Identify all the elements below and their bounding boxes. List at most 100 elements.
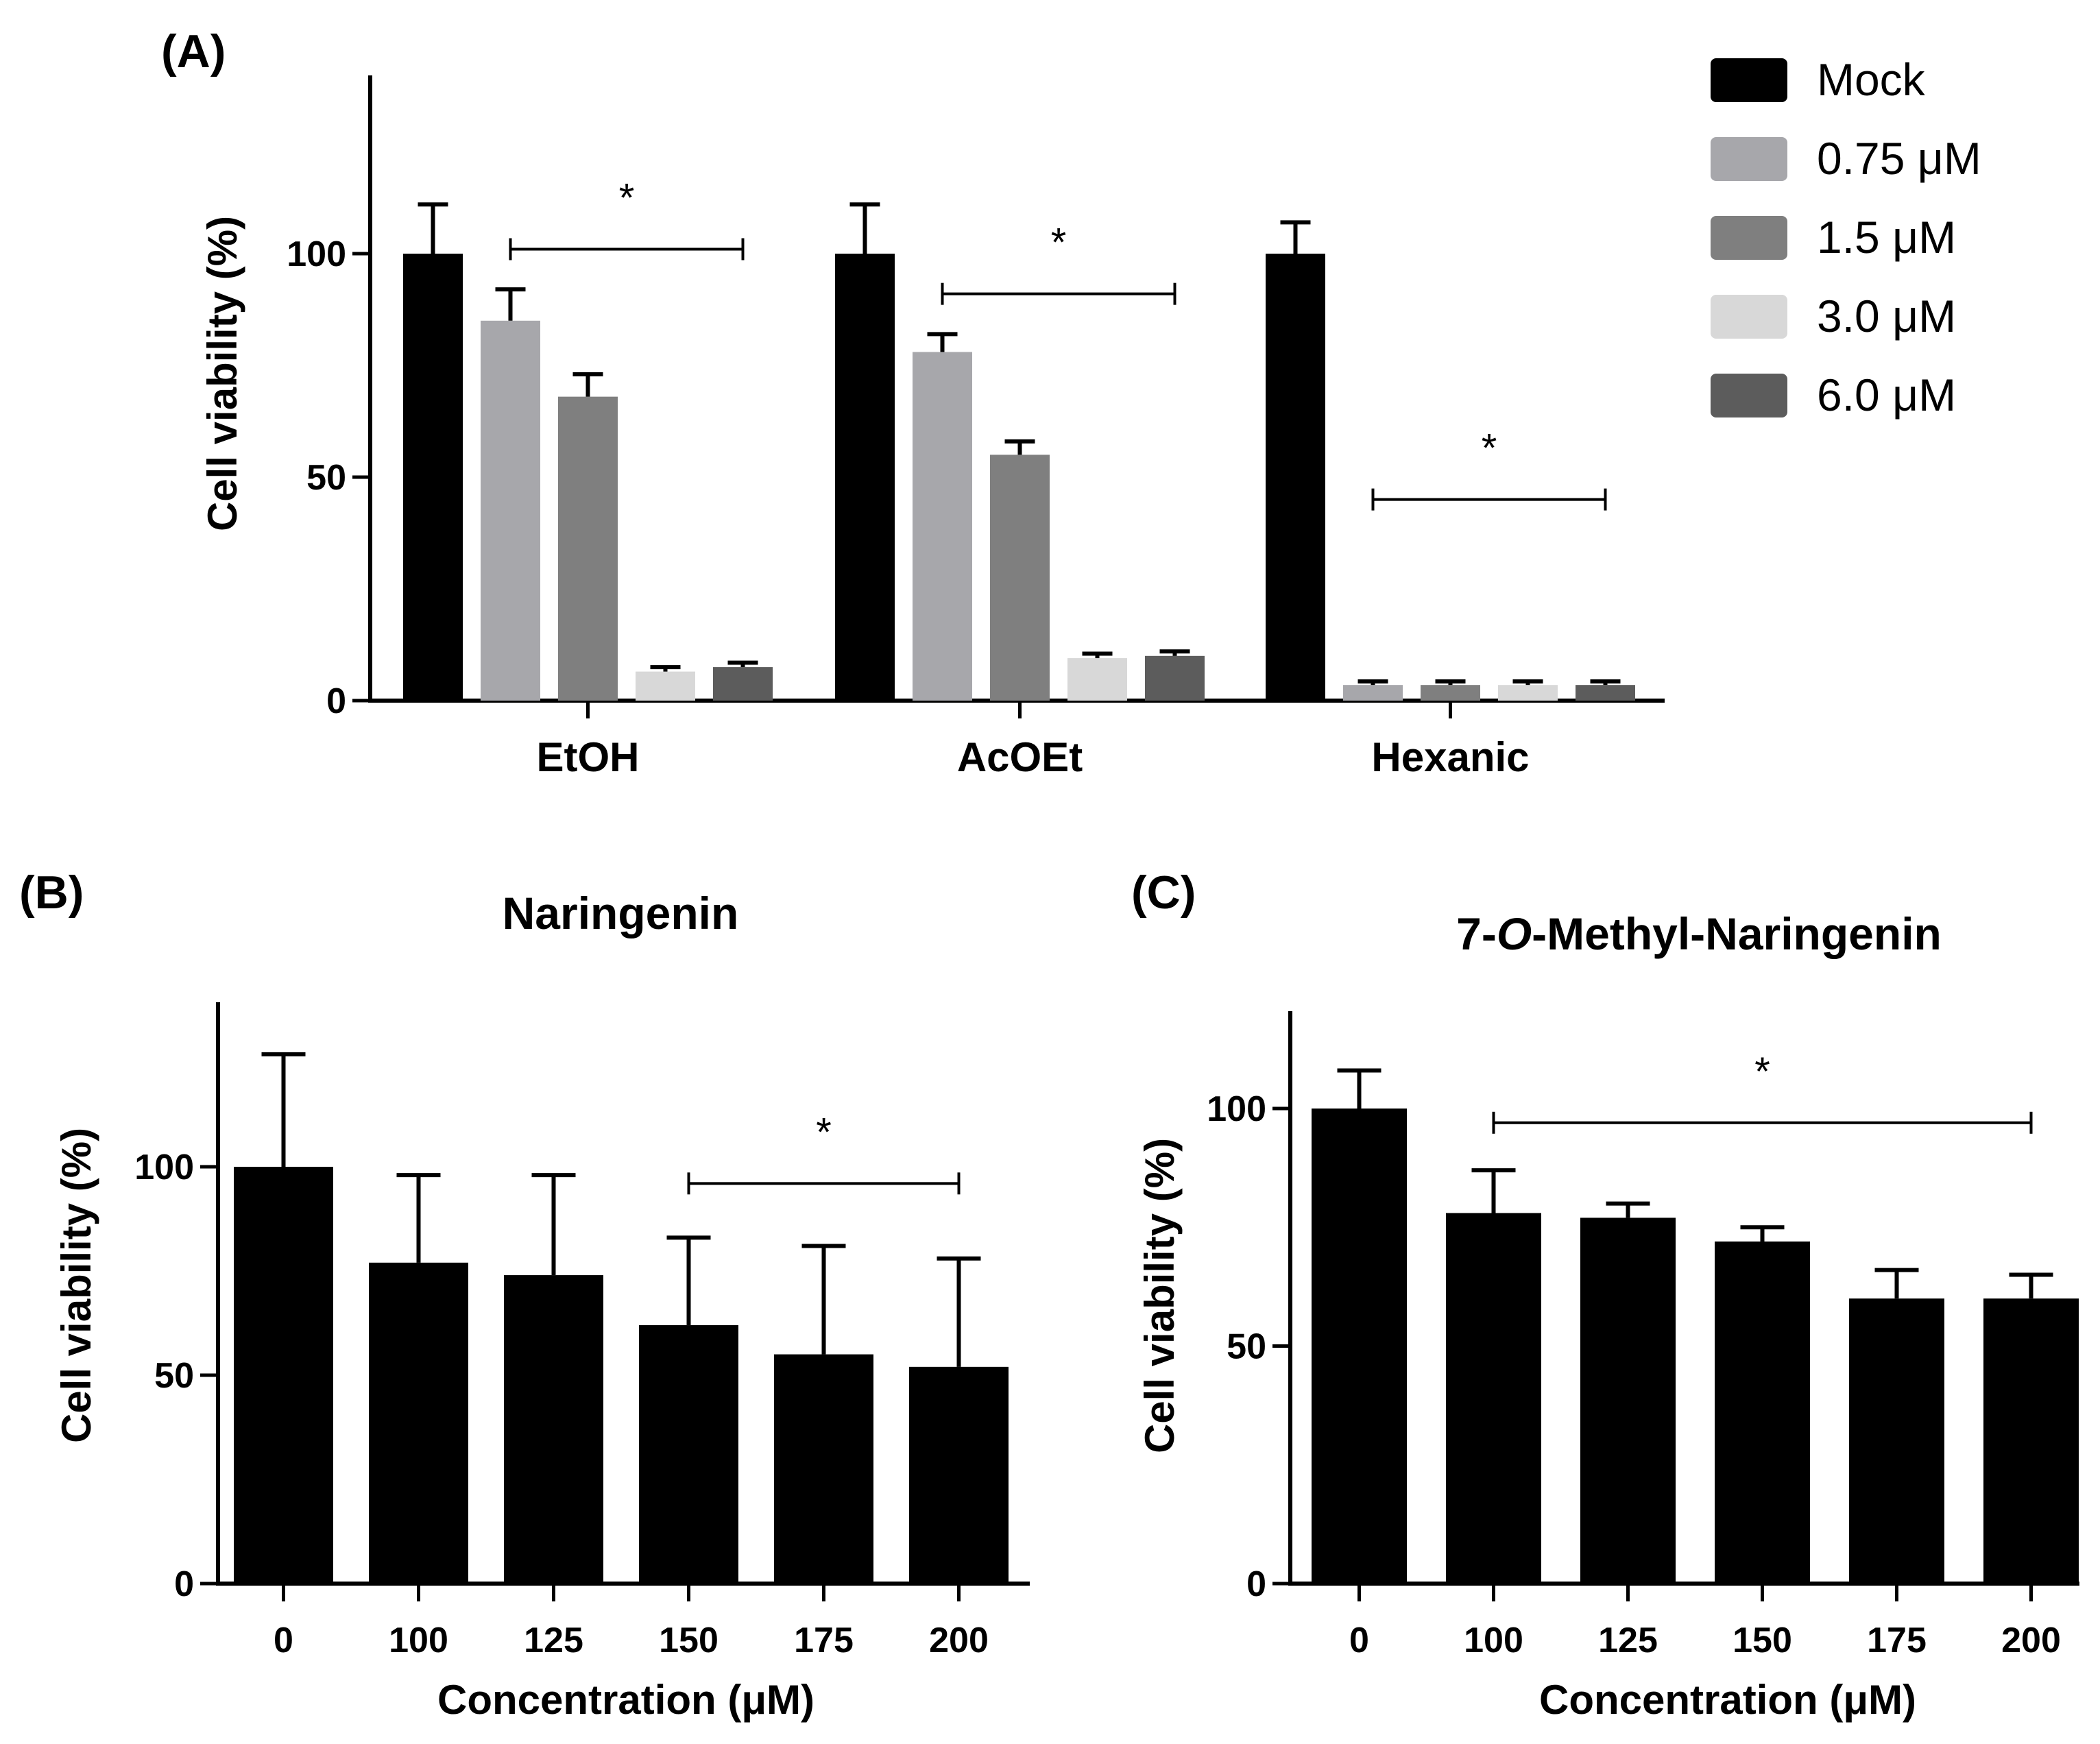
legend-label: 6.0 μM — [1817, 370, 1956, 420]
panel-c-x-tick-label: 175 — [1867, 1621, 1927, 1660]
legend-swatch — [1711, 216, 1787, 260]
panel-c-x-axis-title: Concentration (μM) — [1539, 1677, 1916, 1723]
panel-c-y-tick-label: 100 — [1207, 1089, 1266, 1129]
panel-b-error-bar — [666, 1235, 711, 1326]
panel-a-y-axis-title: Cell viability (%) — [200, 216, 245, 531]
panel-c-bar — [1580, 1218, 1676, 1584]
panel-c-bar — [1715, 1242, 1810, 1584]
panel-a-bar — [1067, 658, 1127, 701]
panel-a-bar — [636, 671, 695, 701]
panel-a-legend: Mock 0.75 μM 1.5 μM 3.0 μM 6.0 μM — [1711, 54, 1981, 420]
panel-a-error-bar — [1512, 679, 1543, 686]
panel-c-bar — [1849, 1298, 1944, 1584]
panel-b-title: Naringenin — [503, 888, 739, 938]
panel-b-error-bar — [396, 1173, 441, 1263]
panel-c-x-tick-label: 100 — [1464, 1621, 1523, 1660]
panel-c-error-bar — [1471, 1168, 1516, 1213]
panel-b-x-tick-label: 150 — [659, 1621, 719, 1660]
panel-c-y-axis-title: Cell viability (%) — [1137, 1138, 1183, 1453]
panel-a-category-label: Hexanic — [1371, 734, 1529, 780]
legend-label: 3.0 μM — [1817, 291, 1956, 341]
panel-c-label: (C) — [1131, 867, 1196, 919]
panel-a-significance: * — [941, 221, 1176, 305]
panel-a-bar — [713, 667, 773, 701]
panel-b-x-tick-label: 0 — [274, 1621, 293, 1660]
panel-b-error-bar — [937, 1256, 981, 1367]
panel-b-bar — [909, 1366, 1009, 1584]
panel-a-significance-label: * — [1051, 221, 1067, 265]
panel-a-significance: * — [509, 175, 745, 261]
legend-swatch — [1711, 295, 1787, 339]
panel-c-significance: * — [1492, 1050, 2033, 1134]
legend-swatch — [1711, 137, 1787, 181]
panel-b-x-axis-title: Concentration (μM) — [437, 1677, 814, 1723]
panel-a-category-label: AcOEt — [957, 734, 1083, 780]
panel-a-bar — [1576, 685, 1635, 701]
panel-a-label: (A) — [161, 25, 226, 77]
panel-a-bar — [990, 455, 1050, 701]
panel-b-y-axis-title: Cell viability (%) — [53, 1128, 99, 1443]
panel-a-bar — [481, 320, 540, 701]
panel-c-bar — [1983, 1298, 2079, 1584]
panel-c: (C) 7-O-Methyl-Naringenin Cell viability… — [1131, 867, 2079, 1723]
panel-a-error-bar — [849, 202, 880, 254]
panel-a-bar — [558, 396, 618, 701]
panel-a-category-label: EtOH — [537, 734, 640, 780]
panel-a-error-bar — [418, 202, 448, 254]
panel-a-bar — [1145, 655, 1205, 701]
panel-a-error-bar — [1435, 679, 1466, 686]
panel-b-bar — [234, 1167, 333, 1584]
legend-label: 1.5 μM — [1817, 212, 1956, 263]
panel-b-y-tick-label: 0 — [174, 1564, 194, 1604]
panel-a-bar — [835, 254, 895, 701]
panel-b-x-tick-label: 100 — [389, 1621, 448, 1660]
panel-c-error-bar — [1874, 1268, 1919, 1299]
panel-b-error-bar — [531, 1173, 576, 1276]
panel-c-error-bar — [1606, 1201, 1650, 1218]
panel-c-bar — [1446, 1213, 1541, 1584]
panel-a-y-tick-label: 0 — [326, 681, 346, 721]
panel-a: (A) Cell viability (%) Mock 0.75 μM 1.5 μM… — [161, 25, 1981, 703]
panel-a-bar — [1498, 685, 1558, 701]
panel-b-y-tick-label: 100 — [134, 1148, 194, 1187]
panel-c-error-bar — [1740, 1225, 1785, 1242]
panel-a-bar — [403, 254, 463, 701]
panel-a-bar — [1343, 685, 1403, 701]
legend-swatch — [1711, 374, 1787, 417]
panel-c-x-tick-label: 125 — [1598, 1621, 1658, 1660]
panel-a-error-bar — [650, 665, 681, 672]
panel-b-error-bar — [801, 1244, 846, 1355]
panel-a-error-bar — [1590, 679, 1621, 686]
panel-b-bar — [774, 1354, 873, 1584]
panel-a-error-bar — [1082, 651, 1113, 659]
panel-a-error-bar — [495, 287, 526, 321]
panel-c-x-tick-label: 0 — [1349, 1621, 1369, 1660]
panel-b-bar — [639, 1325, 738, 1584]
panel-b-bar — [369, 1262, 468, 1584]
panel-b-significance: * — [687, 1110, 961, 1195]
panel-c-title: 7-O-Methyl-Naringenin — [1456, 908, 1942, 959]
panel-c-x-tick-label: 200 — [2001, 1621, 2061, 1660]
panel-a-error-bar — [1159, 649, 1190, 656]
panel-a-bar — [1421, 685, 1480, 701]
legend-swatch — [1711, 58, 1787, 102]
panel-c-x-tick-label: 150 — [1733, 1621, 1792, 1660]
panel-a-y-tick-label: 50 — [306, 458, 346, 498]
panel-b: (B) Naringenin Cell viability (%) Concen… — [19, 867, 1030, 1723]
panel-a-error-bar — [727, 660, 758, 668]
panel-b-y-tick-label: 50 — [154, 1356, 194, 1396]
panel-a-error-bar — [1280, 220, 1311, 254]
panel-a-error-bar — [572, 372, 603, 397]
panel-a-error-bar — [1004, 439, 1035, 455]
panel-a-error-bar — [1357, 679, 1388, 686]
panel-b-bar — [504, 1275, 603, 1584]
chart-marks: 0 50 100 EtOH AcOEt Hexanic * * * 0 50 100 0 100 125 15… — [134, 175, 2079, 1660]
legend-label: 0.75 μM — [1817, 133, 1981, 184]
panel-c-error-bar — [2009, 1272, 2053, 1299]
panel-a-significance-label: * — [619, 175, 635, 220]
panel-a-bar — [913, 352, 972, 701]
panel-a-bar — [1266, 254, 1325, 701]
legend-label: Mock — [1817, 54, 1926, 105]
panel-c-bar — [1312, 1109, 1407, 1584]
